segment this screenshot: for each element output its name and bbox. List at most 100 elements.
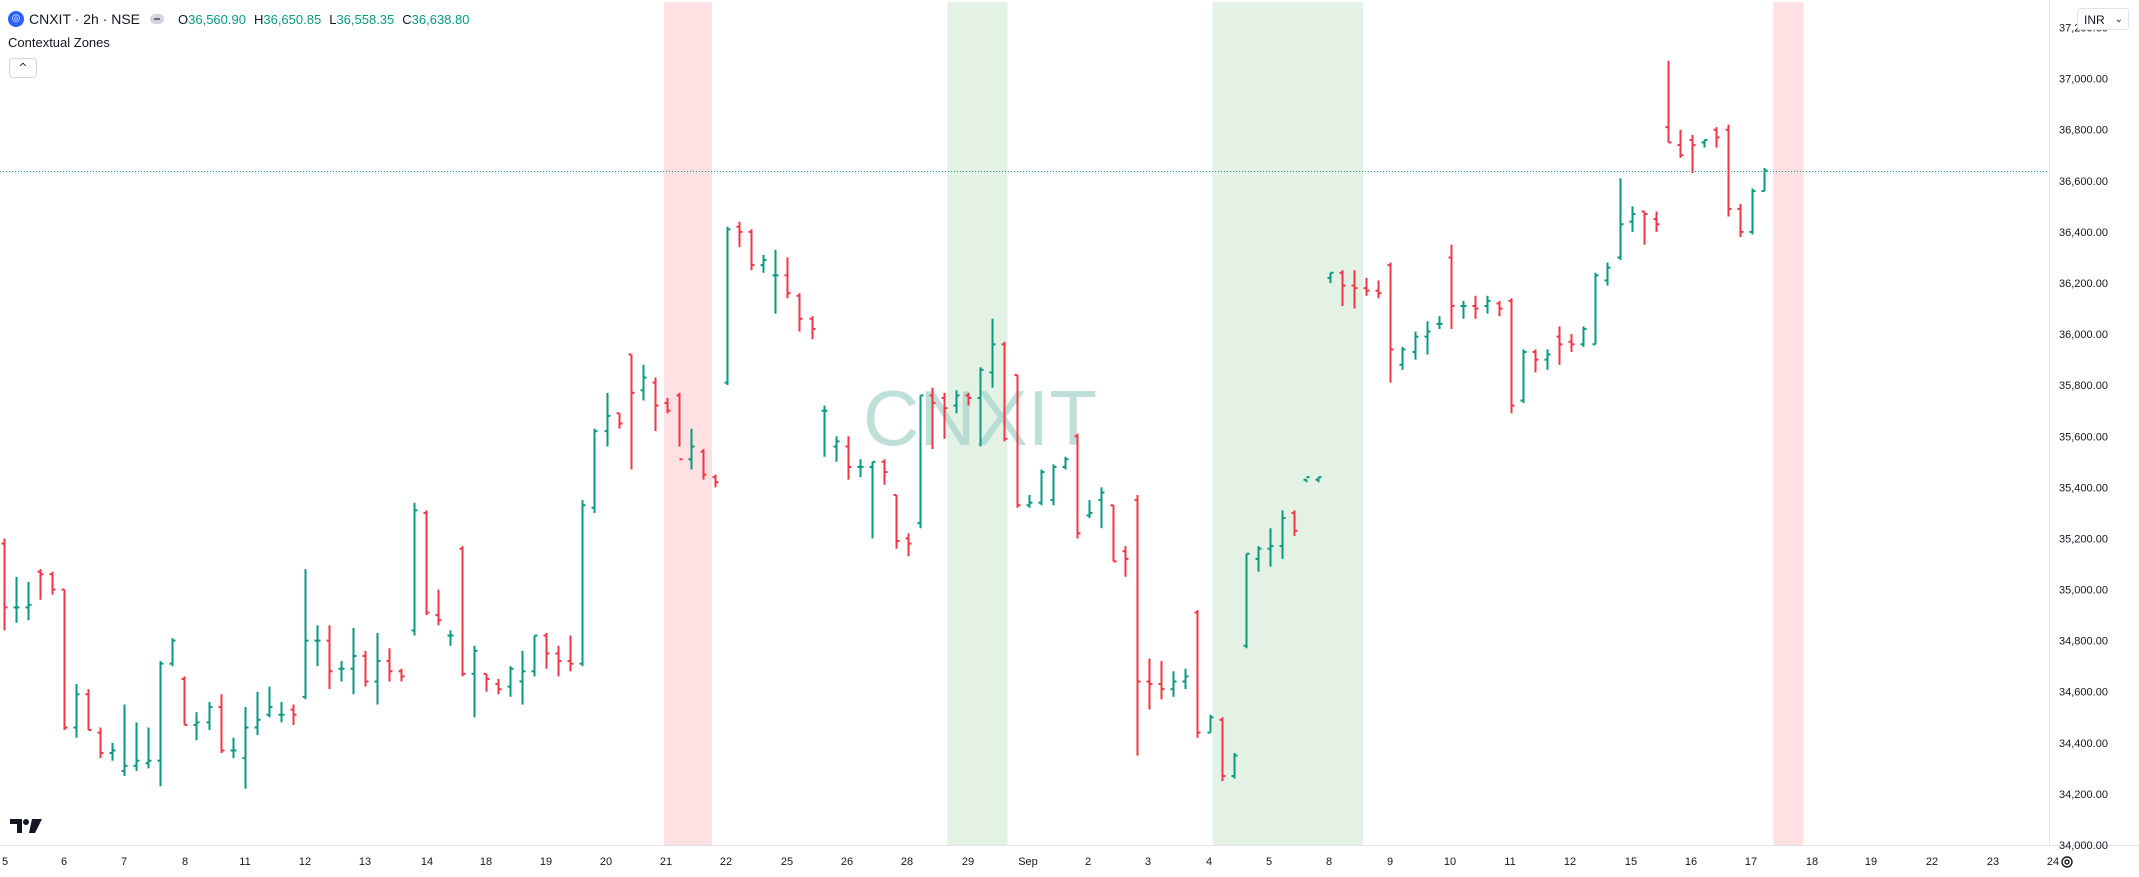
time-tick-label: 19 (1865, 856, 1877, 868)
time-tick-label: 25 (781, 856, 793, 868)
time-tick-label: 26 (841, 856, 853, 868)
ohlc-bar (1412, 331, 1419, 360)
ohlc-bar (1086, 500, 1093, 519)
time-tick-label: 23 (1987, 856, 1999, 868)
time-tick-label: 17 (1745, 856, 1757, 868)
ohlc-bar (604, 392, 611, 447)
ohlc-bar (362, 650, 369, 687)
contextual-zones (663, 2, 1804, 845)
ohlc-bar (760, 254, 767, 273)
time-tick-label: 5 (1266, 856, 1272, 868)
ohlc-bar (133, 722, 140, 771)
gear-icon[interactable] (2059, 854, 2075, 870)
ohlc-bar (266, 686, 273, 718)
ohlc-bar (495, 678, 502, 695)
ohlc-bar (555, 645, 562, 677)
ohlc-bar (1424, 321, 1431, 355)
ohlc-bar (1158, 661, 1165, 700)
collapse-legend-button[interactable]: ^ (9, 58, 37, 78)
time-tick-label: 4 (1206, 856, 1212, 868)
ohlc-bar (507, 666, 514, 697)
ohlc-bar (905, 533, 912, 557)
price-tick-label: 35,400.00 (2059, 482, 2108, 494)
time-tick-label: 18 (480, 856, 492, 868)
ohlc-bar (1761, 168, 1768, 193)
ohlc-bar (640, 364, 647, 401)
ohlc-bar (652, 377, 659, 432)
price-tick-label: 36,000.00 (2059, 329, 2108, 341)
ohlc-bar (157, 661, 164, 787)
ohlc-bar (73, 684, 80, 738)
ohlc-bar (579, 500, 586, 667)
ohlc-bar (531, 634, 538, 677)
ohlc-bar (435, 589, 442, 626)
symbol-logo-icon[interactable]: ◎ (8, 11, 24, 27)
ohlc-bar (1243, 552, 1250, 649)
time-tick-label: 8 (1326, 856, 1332, 868)
ohlc-bar (326, 625, 333, 690)
ohlc-bar (712, 474, 719, 488)
time-tick-label: 13 (359, 856, 371, 868)
price-tick-label: 36,600.00 (2059, 176, 2108, 188)
visibility-toggle-icon[interactable] (150, 14, 164, 24)
price-tick-label: 35,000.00 (2059, 585, 2108, 597)
ohlc-bar (977, 367, 984, 447)
ohlc-bar (1689, 134, 1696, 174)
ohlc-bar (929, 387, 936, 450)
time-axis[interactable]: 5 6 7 8 11 12 13 14 18 19 20 21 22 25 26 28 29 Sep 2 3 4 5 8 9 1… (2, 856, 2059, 868)
ohlc-bar (1665, 60, 1672, 144)
price-axis[interactable]: 37,200.0037,000.0036,800.0036,600.0036,4… (2059, 23, 2108, 852)
ohlc-bar (1677, 129, 1684, 158)
price-tick-label: 34,000.00 (2059, 840, 2108, 852)
ohlc-bar (1062, 456, 1069, 470)
ohlc-bar (1568, 334, 1575, 352)
time-tick-label: 10 (1444, 856, 1456, 868)
ohlc-bar (1617, 178, 1624, 261)
currency-selector[interactable]: INR ⌄ (2077, 8, 2129, 30)
ohlc-bar (676, 392, 683, 461)
ohlc-bar (61, 588, 68, 731)
ohlc-bar (1532, 349, 1539, 373)
indicator-title[interactable]: Contextual Zones (8, 35, 110, 50)
ohlc-bar (1327, 271, 1334, 283)
ohlc-bar (1580, 326, 1587, 347)
ohlc-bar (471, 645, 478, 718)
time-tick-label: 9 (1387, 856, 1393, 868)
ohlc-bar (1014, 373, 1021, 508)
time-tick-label: 3 (1145, 856, 1151, 868)
ohlc-bar (145, 727, 152, 769)
ohlc-bar (242, 707, 249, 789)
time-tick-label: 19 (540, 856, 552, 868)
ohlc-bar (302, 569, 309, 700)
ohlc-bar (1713, 127, 1720, 148)
ohlc-bar (278, 701, 285, 723)
ohlc-bar (423, 510, 430, 616)
ohlc-bar (1399, 346, 1406, 370)
price-tick-label: 34,200.00 (2059, 789, 2108, 801)
symbol-title[interactable]: CNXIT · 2h · NSE (29, 11, 140, 27)
ohlc-bar (1291, 510, 1298, 536)
ohlc-bar (1737, 203, 1744, 238)
ohlc-bar (483, 672, 490, 692)
ohlc-bar (338, 661, 345, 682)
tradingview-logo-icon[interactable] (10, 816, 44, 836)
ohlc-bar (1315, 476, 1322, 483)
ohlc-bar (941, 392, 948, 439)
ohlc-bar (1448, 244, 1455, 329)
ohlc-bar (290, 704, 297, 725)
ohlc-bar (724, 226, 731, 386)
time-tick-label: 18 (1806, 856, 1818, 868)
ohlc-bar (1050, 464, 1057, 506)
ohlc-bar (1387, 262, 1394, 383)
ohlc-open: O36,560.90 (178, 11, 246, 27)
ohlc-bar (917, 394, 924, 529)
ohlc-bar (314, 625, 321, 667)
ohlc-bar (218, 694, 225, 754)
time-tick-label: 11 (1504, 856, 1515, 868)
zone-red-0 (663, 2, 713, 845)
price-tick-label: 35,200.00 (2059, 533, 2108, 545)
ohlc-bar (254, 691, 261, 736)
ohlc-low: L36,558.35 (329, 11, 395, 27)
ohlc-bar (109, 742, 116, 761)
